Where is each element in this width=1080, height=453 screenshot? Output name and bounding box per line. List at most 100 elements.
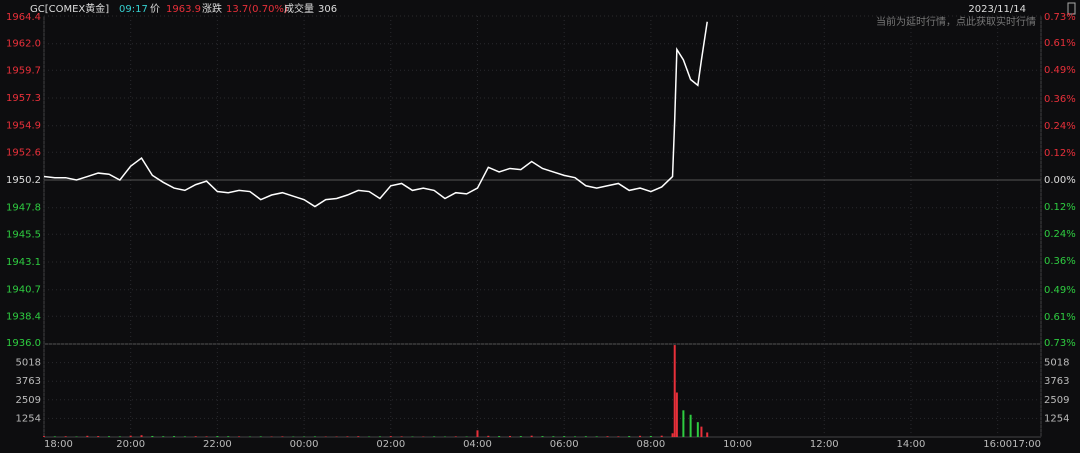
volume-bar	[205, 436, 208, 437]
volume-bar	[476, 430, 479, 437]
volume-bar	[660, 435, 663, 437]
volume-bar	[140, 435, 143, 437]
volume-bar	[617, 436, 620, 437]
symbol: GC[COMEX黄金]	[30, 2, 109, 15]
y-tick-label: 1947.8	[6, 203, 41, 214]
y-tick-label: 1936.0	[6, 338, 41, 349]
volume-bar	[43, 436, 45, 437]
volume-bar	[700, 426, 703, 437]
y-tick-label: 1954.9	[6, 121, 41, 132]
price: 1963.9	[166, 4, 201, 15]
volume-bar	[162, 436, 165, 437]
volume-bar	[53, 436, 56, 437]
y-tick-label: 1962.0	[6, 39, 41, 50]
y2-tick-label: 0.61%	[1044, 38, 1076, 49]
x-tick-label: 17:00	[1012, 439, 1041, 450]
volume-bar	[519, 436, 522, 437]
x-tick-label: 06:00	[550, 439, 579, 450]
volume-bar	[346, 436, 349, 437]
y2-tick-label: 0.24%	[1044, 121, 1076, 132]
y-tick-label: 1952.6	[6, 147, 41, 158]
y-tick-label: 5018	[1044, 358, 1069, 369]
icon[interactable]	[1067, 2, 1076, 15]
volume-bar	[649, 435, 652, 437]
change-label: 涨跌	[202, 2, 222, 15]
change: 13.7(0.70%)	[226, 4, 288, 15]
volume-bar	[689, 414, 692, 437]
y2-tick-label: 0.49%	[1044, 285, 1076, 296]
volume-bar	[508, 435, 511, 437]
x-tick-label: 22:00	[203, 439, 232, 450]
volume-label: 成交量	[284, 2, 314, 15]
volume-bar	[584, 436, 587, 437]
y-tick-label: 3763	[1044, 376, 1069, 387]
volume-bar	[682, 410, 685, 437]
volume-bar	[696, 422, 699, 437]
y2-tick-label: 0.73%	[1044, 12, 1076, 23]
volume-bar	[357, 436, 360, 437]
volume-bar	[64, 436, 67, 437]
x-tick-label: 14:00	[897, 439, 926, 450]
x-tick-label: 10:00	[723, 439, 752, 450]
y-tick-label: 1957.3	[6, 93, 41, 104]
volume-bar	[129, 435, 132, 437]
volume-bar	[563, 436, 566, 437]
volume-bar	[487, 435, 490, 437]
volume-bar	[498, 436, 501, 437]
volume-bar	[238, 436, 241, 437]
volume-bar	[530, 435, 533, 437]
volume-bar	[378, 436, 381, 437]
volume-bar	[118, 436, 121, 437]
price-line	[43, 21, 708, 208]
y-tick-label: 5018	[16, 358, 41, 369]
price-label: 价	[150, 3, 160, 15]
y-tick-label: 2509	[1044, 395, 1069, 406]
volume-bar	[194, 436, 197, 437]
y2-tick-label: 0.61%	[1044, 312, 1076, 323]
volume-bar	[183, 436, 186, 437]
volume-bar	[433, 436, 436, 437]
y-tick-label: 1254	[1044, 413, 1069, 424]
volume-bar	[673, 345, 676, 437]
y-tick-label: 1254	[16, 413, 41, 424]
y-tick-label: 1940.7	[6, 285, 41, 296]
volume-bar	[639, 435, 642, 437]
y-tick-label: 3763	[16, 376, 41, 387]
volume-bar	[628, 436, 631, 437]
volume-bar	[541, 436, 544, 437]
volume-bar	[400, 436, 403, 437]
volume: 306	[318, 4, 337, 15]
x-tick-label: 18:00	[44, 439, 73, 450]
x-tick-label: 02:00	[376, 439, 405, 450]
volume-bar	[574, 436, 577, 437]
volume-bar	[675, 392, 678, 437]
y-tick-label: 1938.4	[6, 311, 41, 322]
volume-bar	[389, 436, 392, 437]
volume-bar	[151, 435, 154, 437]
y-tick-label: 1945.5	[6, 229, 41, 240]
y2-tick-label: 0.24%	[1044, 229, 1076, 240]
volume-bar	[313, 436, 316, 437]
volume-bar	[86, 435, 89, 437]
notice[interactable]: 当前为延时行情，点此获取实时行情	[876, 15, 1036, 28]
x-tick-label: 08:00	[636, 439, 665, 450]
x-tick-label: 12:00	[810, 439, 839, 450]
date: 2023/11/14	[968, 4, 1026, 15]
volume-bar	[173, 436, 176, 437]
y-tick-label: 1943.1	[6, 257, 41, 268]
x-tick-label: 16:00	[983, 439, 1012, 450]
y-tick-label: 1959.7	[6, 65, 41, 76]
volume-bar	[216, 436, 219, 437]
volume-bar	[259, 436, 262, 437]
y2-tick-label: 0.00%	[1044, 175, 1076, 186]
volume-bar	[227, 436, 230, 437]
y-tick-label: 1964.4	[6, 12, 41, 23]
y2-tick-label: 0.73%	[1044, 338, 1076, 349]
volume-bar	[706, 432, 709, 437]
y2-tick-label: 0.49%	[1044, 65, 1076, 76]
x-tick-label: 00:00	[290, 439, 319, 450]
volume-bar	[671, 433, 674, 437]
x-tick-label: 20:00	[116, 439, 145, 450]
y2-tick-label: 0.12%	[1044, 148, 1076, 159]
